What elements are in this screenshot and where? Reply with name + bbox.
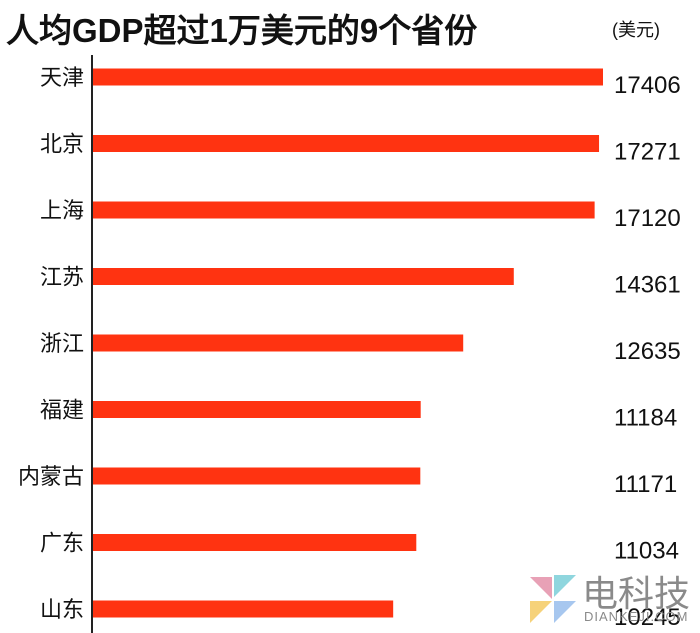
category-label: 天津 [40, 65, 84, 90]
bar [93, 334, 464, 352]
chart-title: 人均GDP超过1万美元的9个省份 [6, 12, 478, 49]
unit-label: (美元) [612, 20, 660, 40]
category-label: 上海 [40, 198, 84, 223]
category-label: 江苏 [40, 265, 84, 290]
value-label: 14361 [614, 272, 681, 299]
bar [93, 401, 421, 418]
category-label: 福建 [40, 398, 84, 423]
bar [93, 467, 421, 485]
category-label: 广东 [40, 531, 84, 556]
category-label: 浙江 [40, 331, 84, 356]
category-label: 内蒙古 [18, 464, 84, 489]
watermark-subtext: DIANKEJI.COM [584, 609, 689, 624]
category-label: 北京 [40, 132, 84, 157]
value-label: 11034 [614, 538, 679, 565]
bar [93, 201, 595, 219]
category-label: 山东 [40, 597, 84, 622]
watermark: 电科技 DIANKEJI.COM [520, 565, 700, 633]
watermark-text: 电科技 [582, 574, 691, 615]
value-label: 17271 [614, 139, 681, 166]
value-label: 10245 [614, 604, 681, 631]
bar [93, 268, 514, 285]
value-label: 11171 [614, 471, 677, 498]
bar [93, 68, 603, 86]
value-label: 17120 [614, 205, 681, 232]
value-label: 11184 [614, 405, 677, 432]
dian-keji-logo-icon [530, 575, 576, 623]
value-label: 17406 [614, 72, 681, 99]
bar [93, 600, 394, 618]
value-label: 12635 [614, 338, 681, 365]
bar [93, 534, 417, 551]
bar [93, 135, 600, 152]
